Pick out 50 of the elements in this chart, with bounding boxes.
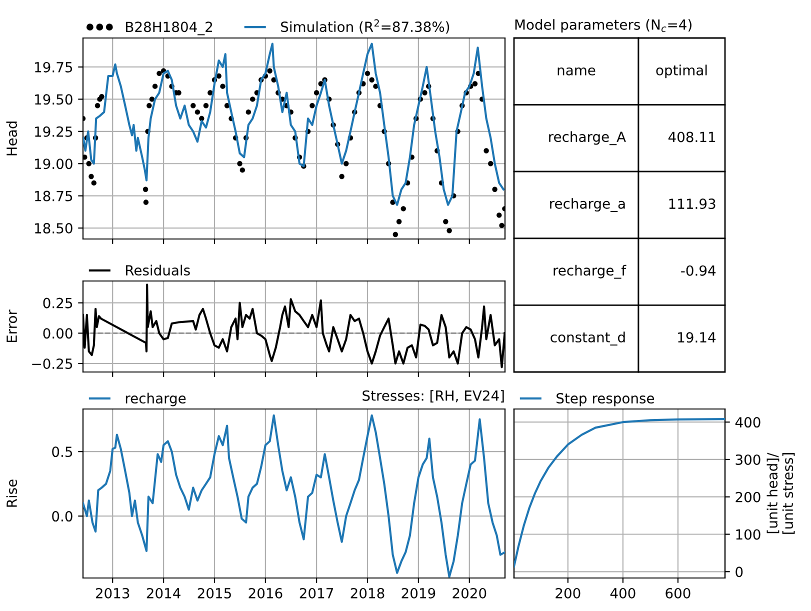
data-label: 19.14: [678, 332, 716, 343]
x-tick-label: 200: [556, 588, 580, 598]
y-tick-label: 0.5: [52, 446, 72, 458]
y-tick-label: 0.25: [43, 298, 72, 308]
x-tick-label: 2020: [452, 588, 486, 598]
data-label: -0.94: [681, 265, 716, 276]
x-tick-label: 2016: [248, 588, 282, 598]
legend-label: Simulation (R$^{2}$=87.38%): [281, 19, 450, 34]
legend-label: Residuals: [126, 264, 190, 276]
x-tick-label: 2014: [146, 588, 180, 598]
y2-tick-label: 0: [736, 566, 743, 578]
x-tick-label: 2018: [350, 588, 384, 598]
category-label: recharge_f: [554, 264, 626, 279]
y-tick-label: 19.50: [35, 94, 72, 105]
line-series: [83, 42, 505, 206]
y-tick-label: 19.75: [35, 62, 72, 72]
y2-tick-label: 300: [736, 454, 760, 465]
legend-label: recharge: [126, 392, 186, 406]
y-tick-label: 18.50: [35, 223, 72, 234]
x-tick-label: 400: [610, 588, 636, 598]
y-axis-title: Rise: [6, 480, 18, 507]
y-tick-label: 0.0: [52, 511, 72, 522]
category-label: recharge_a: [550, 198, 625, 212]
y-tick-label: 18.75: [35, 190, 72, 202]
text: optimal: [656, 64, 707, 78]
legend-label: Step response: [556, 393, 654, 406]
y-axis-title: Head: [6, 122, 18, 156]
y-tick-label: 19.25: [35, 126, 72, 137]
text: Model parameters (N$_{c}$=4): [515, 19, 692, 33]
y-tick-label: −0.25: [32, 358, 72, 369]
y-tick-label: 19.00: [35, 158, 72, 170]
y2-axis-title: [unit head]/ [unit stress]: [766, 452, 795, 534]
x-tick-label: 600: [666, 588, 690, 598]
y2-tick-label: 100: [736, 529, 760, 540]
x-tick-label: 2019: [402, 588, 436, 598]
data-label: 111.93: [669, 198, 716, 210]
x-tick-label: 2013: [96, 588, 130, 598]
y-tick-label: 0.00: [43, 328, 72, 339]
category-label: recharge_A: [549, 131, 626, 146]
x-tick-label: 2015: [198, 588, 231, 598]
line-series: [514, 418, 725, 568]
y-axis-title: Error: [6, 310, 18, 342]
category-label: constant_d: [550, 332, 625, 346]
x-tick-label: 2017: [300, 588, 334, 598]
y2-tick-label: 200: [736, 492, 760, 502]
text: name: [558, 67, 596, 76]
chart-title: Stresses: [RH, EV24]: [362, 390, 504, 402]
data-label: 408.11: [668, 132, 716, 142]
y2-tick-label: 400: [735, 417, 760, 428]
legend-label: B28H1804_2: [126, 22, 212, 36]
